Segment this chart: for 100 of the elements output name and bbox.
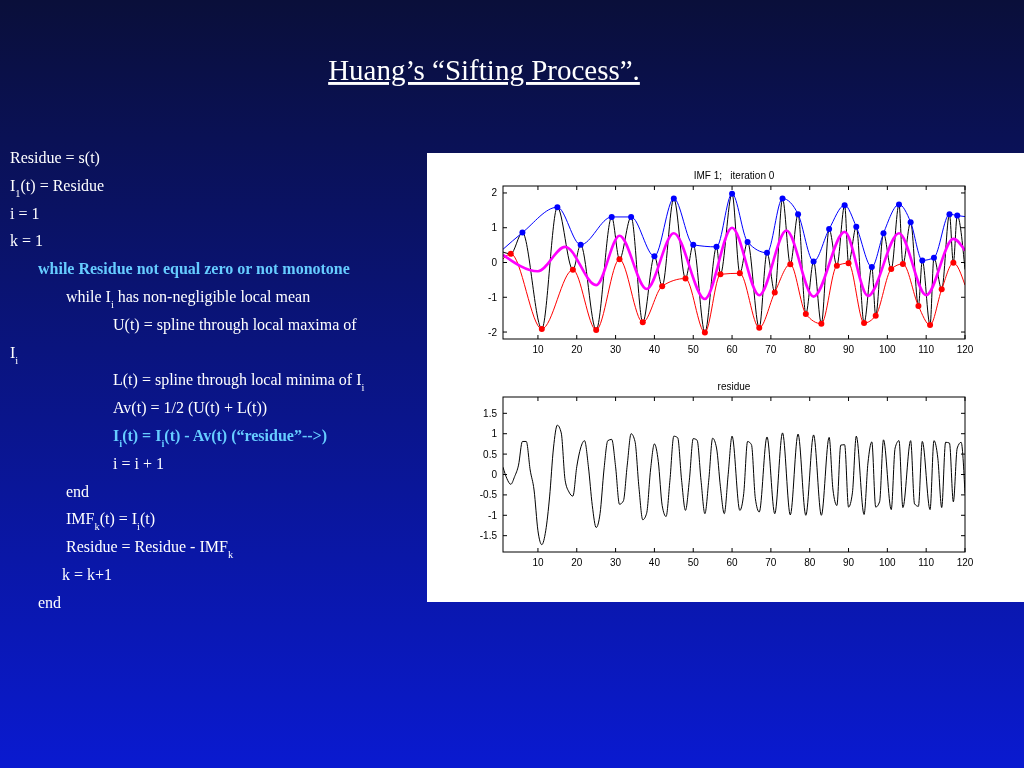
point — [538, 325, 545, 332]
text: IMF$_{k}$(t) = I$_{i}$(t) — [66, 510, 156, 532]
point — [930, 254, 937, 261]
point — [787, 261, 794, 268]
point — [872, 312, 879, 319]
x-tick-label: 50 — [687, 344, 700, 355]
y-tick-label: -0.5 — [479, 489, 498, 501]
x-tick-label: 50 — [687, 557, 700, 568]
x-tick-label: 100 — [879, 344, 897, 355]
point — [861, 320, 868, 327]
x-tick-label: 10 — [532, 557, 544, 568]
text: I$_{1}$(t) = Residue — [10, 176, 105, 199]
point — [841, 202, 848, 209]
point — [818, 320, 825, 327]
point — [682, 275, 689, 282]
x-tick-label: 30 — [610, 344, 622, 355]
line-series — [503, 226, 965, 301]
point — [899, 260, 906, 267]
x-tick-label: 120 — [956, 557, 974, 568]
x-tick-label: 40 — [648, 344, 661, 355]
point — [779, 195, 786, 202]
x-tick-label: 30 — [610, 557, 622, 568]
point — [938, 286, 945, 293]
point — [519, 229, 526, 236]
y-tick-label: 1 — [491, 428, 498, 440]
x-tick-label: 90 — [842, 557, 855, 568]
text: U(t) = spline through local maxima of — [113, 315, 358, 334]
x-tick-label: 20 — [571, 344, 583, 355]
chart-title: IMF 1; iteration 0 — [693, 170, 775, 181]
point — [888, 266, 895, 273]
x-tick-label: 100 — [879, 557, 897, 568]
point — [717, 271, 724, 278]
x-tick-label: 80 — [804, 557, 816, 568]
point — [810, 258, 817, 265]
point — [907, 219, 914, 226]
point — [880, 230, 887, 237]
point — [744, 238, 751, 245]
y-tick-label: -2 — [488, 326, 498, 338]
point — [569, 266, 576, 273]
point — [795, 211, 802, 218]
y-tick-label: 1.5 — [483, 407, 498, 419]
point — [868, 264, 875, 271]
x-tick-label: 70 — [765, 344, 777, 355]
text: I$_{i}$(t) = I$_{i}$(t) - Av(t) (“residue”-->) — [113, 427, 328, 449]
x-tick-label: 80 — [804, 344, 816, 355]
point — [616, 256, 623, 263]
x-tick-label: 60 — [726, 344, 739, 355]
point — [608, 213, 615, 220]
y-tick-label: -1.5 — [479, 530, 498, 542]
point — [950, 259, 957, 266]
x-tick-label: 110 — [918, 557, 935, 568]
x-tick-label: 70 — [765, 557, 777, 568]
x-tick-label: 40 — [648, 557, 661, 568]
point — [853, 223, 860, 230]
y-tick-label: -1 — [488, 509, 498, 521]
point — [701, 329, 708, 336]
point — [802, 310, 809, 317]
text: end — [38, 593, 62, 611]
point — [659, 283, 666, 290]
point — [729, 190, 736, 197]
y-tick-label: 2 — [491, 187, 498, 199]
point — [628, 213, 635, 220]
y-tick-label: 0 — [491, 257, 498, 268]
text: Residue = s(t) — [10, 149, 100, 167]
point — [927, 322, 934, 329]
point — [593, 326, 600, 333]
text: while Residue not equal zero or not monotone — [38, 260, 350, 279]
point — [554, 204, 561, 211]
point — [771, 289, 778, 296]
point — [845, 260, 852, 267]
point — [915, 302, 922, 309]
y-tick-label: 1 — [491, 222, 498, 234]
text: L(t) = spline through local minima of I$_{i}$ — [113, 371, 365, 393]
x-tick-label: 120 — [956, 344, 974, 355]
chart-title: residue — [717, 381, 751, 392]
y-tick-label: 0.5 — [483, 448, 498, 460]
text: Residue = Residue - IMF$_{k}$ — [66, 538, 234, 560]
point — [507, 250, 514, 257]
point — [919, 257, 926, 264]
y-tick-label: -1 — [488, 291, 498, 303]
text: Av(t) = 1/2 (U(t) + L(t)) — [113, 399, 268, 418]
point — [639, 319, 646, 326]
point — [736, 270, 743, 277]
x-tick-label: 90 — [842, 344, 855, 355]
point — [577, 241, 584, 248]
text: k = k+1 — [62, 566, 113, 583]
point — [651, 253, 658, 260]
text: i = 1 — [10, 204, 40, 222]
x-tick-label: 110 — [918, 344, 935, 355]
point — [690, 241, 697, 248]
point — [826, 226, 833, 233]
point — [756, 324, 763, 331]
y-tick-label: 0 — [491, 469, 498, 480]
text: Huang’s “Sifting Process”. — [328, 54, 640, 86]
point — [954, 212, 961, 219]
point — [896, 201, 902, 208]
x-tick-label: 60 — [726, 557, 739, 568]
point — [946, 211, 953, 218]
text: i = i + 1 — [113, 454, 164, 472]
point — [670, 195, 677, 202]
